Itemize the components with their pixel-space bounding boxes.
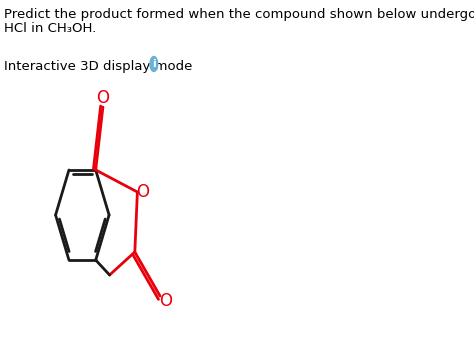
- Text: HCl in CH₃OH.: HCl in CH₃OH.: [4, 22, 96, 35]
- Text: O: O: [159, 292, 172, 310]
- Circle shape: [150, 57, 158, 71]
- Text: Interactive 3D display mode: Interactive 3D display mode: [4, 60, 192, 73]
- Text: Predict the product formed when the compound shown below undergoes a reaction wi: Predict the product formed when the comp…: [4, 8, 474, 21]
- Text: O: O: [137, 183, 149, 201]
- Text: O: O: [96, 89, 109, 107]
- Text: i: i: [152, 59, 155, 69]
